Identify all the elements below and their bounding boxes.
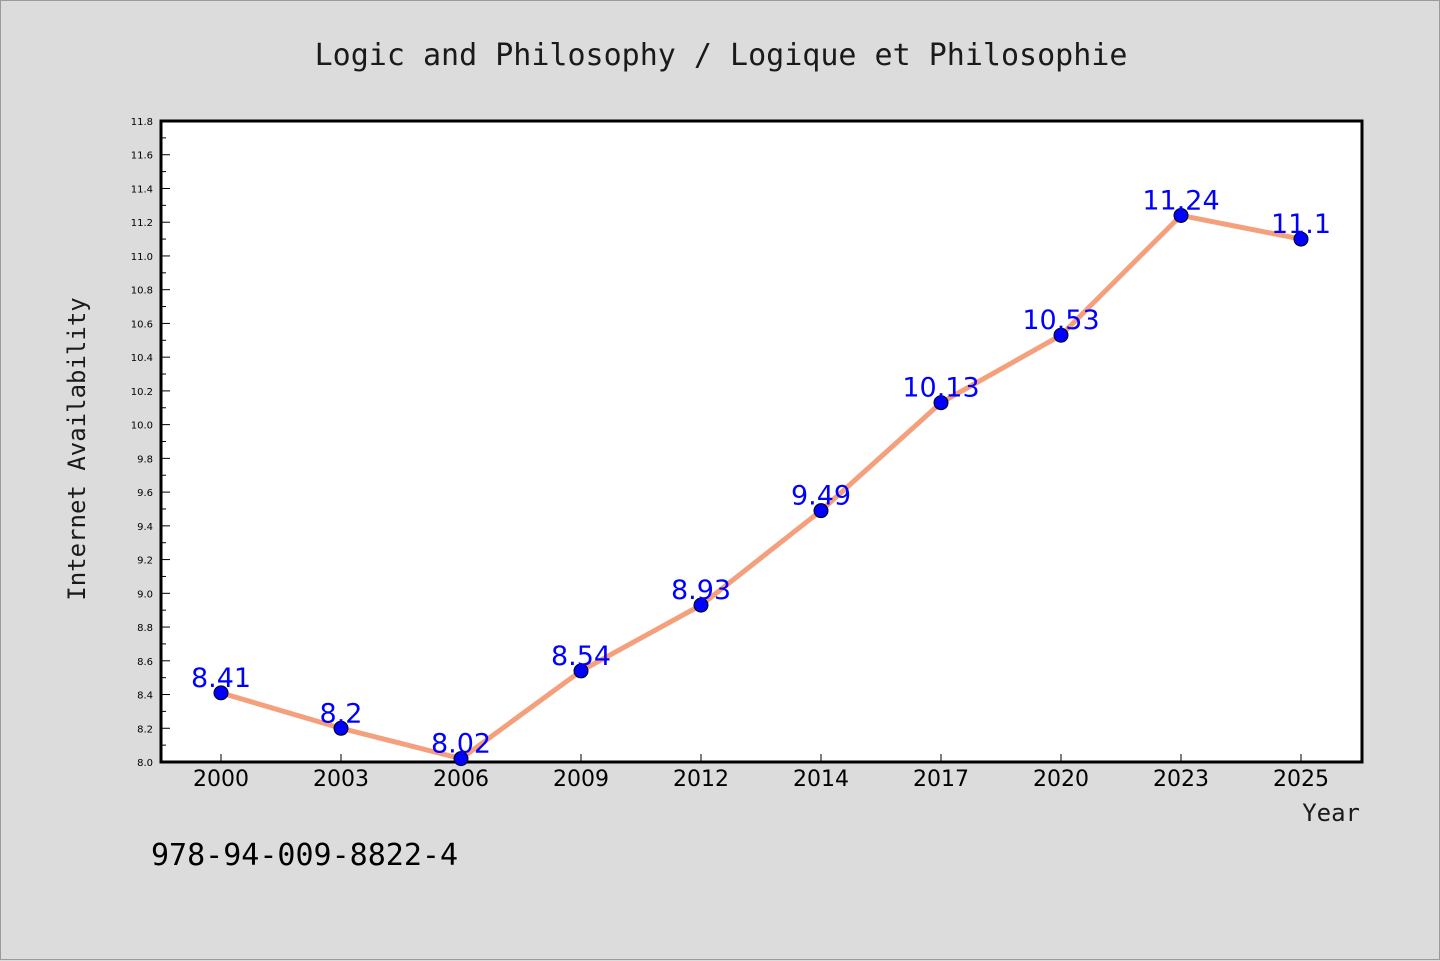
data-label: 8.54 [551,641,611,672]
y-tick-label: 8.0 [137,758,153,769]
data-label: 8.02 [431,729,491,760]
data-point [693,597,709,613]
chart-title: Logic and Philosophy / Logique et Philos… [315,38,1128,73]
data-label: 8.2 [320,698,363,729]
data-point [1053,327,1069,343]
isbn-text: 978-94-009-8822-4 [151,838,458,873]
y-tick-label: 11.6 [131,151,153,162]
y-tick-label: 10.0 [131,421,153,432]
series-line-group [218,212,1304,762]
y-tick-label: 9.6 [137,488,153,499]
x-tick-label: 2009 [553,767,609,792]
y-tick-label: 8.4 [137,691,153,702]
y-tick-label: 9.2 [137,556,153,567]
y-tick-label: 8.8 [137,623,153,634]
data-label: 8.93 [671,575,731,606]
x-tick-label: 2003 [313,767,369,792]
data-label: 11.1 [1271,209,1331,240]
data-point [1173,207,1189,223]
data-label: 10.53 [1022,305,1099,336]
y-axis: 8.0 8.2 8.4 8.6 8.8 9.0 9.2 9.4 9.6 9.8 10.0 10.2 10… [131,117,170,769]
data-labels-group: 8.41 8.2 8.02 8.54 8.93 9.49 10.13 10.53 11.24 11… [191,185,1331,759]
data-point [573,663,589,679]
y-tick-label: 11.0 [131,252,153,263]
x-tick-label: 2025 [1273,767,1329,792]
data-point [933,395,949,411]
data-point [213,685,229,701]
x-tick-label: 2006 [433,767,489,792]
y-tick-label: 10.2 [131,387,153,398]
y-tick-label: 9.8 [137,454,153,465]
data-point [453,751,469,767]
data-label: 10.13 [902,373,979,404]
y-tick-label: 10.4 [131,353,153,364]
x-tick-label: 2014 [793,767,849,792]
y-tick-label: 8.6 [137,657,153,668]
data-point [813,503,829,519]
y-tick-label: 10.6 [131,319,153,330]
data-point [333,720,349,736]
x-tick-label: 2017 [913,767,969,792]
data-label: 9.49 [791,481,851,512]
data-label: 8.41 [191,663,251,694]
y-tick-label: 11.8 [131,117,153,128]
y-tick-label: 9.0 [137,589,153,600]
plot-area [159,119,1364,764]
y-tick-label: 11.4 [131,184,153,195]
x-tick-label: 2000 [193,767,249,792]
x-axis-title: Year [1302,799,1360,827]
series-line [218,212,1304,762]
y-axis-title: Internet Availability [63,297,91,600]
series-markers-group [213,207,1309,767]
y-tick-label: 11.2 [131,218,153,229]
y-tick-label: 10.8 [131,286,153,297]
y-tick-label: 9.4 [137,522,153,533]
x-tick-label: 2020 [1033,767,1089,792]
x-axis: 2000 2003 2006 2009 2012 2014 2017 2020 2023 2025 [193,754,1329,792]
y-tick-label: 8.2 [137,724,153,735]
data-point [1293,231,1309,247]
x-tick-label: 2023 [1153,767,1209,792]
x-tick-label: 2012 [673,767,729,792]
data-label: 11.24 [1142,185,1219,216]
